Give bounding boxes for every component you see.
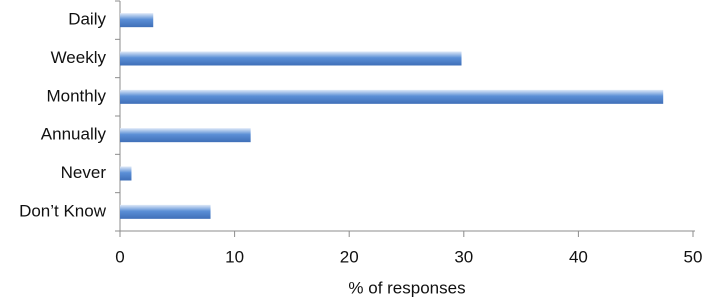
x-tick-label: 40 <box>569 247 588 266</box>
bar <box>120 128 251 143</box>
y-tick-label: Monthly <box>46 86 106 105</box>
x-tick-label: 30 <box>454 247 473 266</box>
y-tick-label: Never <box>61 163 107 182</box>
bar <box>120 51 462 66</box>
bar <box>120 204 211 219</box>
y-tick-label: Don’t Know <box>19 201 107 220</box>
y-tick-label: Weekly <box>51 48 107 67</box>
bar <box>120 166 132 181</box>
x-tick-label: 20 <box>340 247 359 266</box>
bar <box>120 13 154 28</box>
x-tick-label: 10 <box>225 247 244 266</box>
y-tick-label: Annually <box>41 125 107 144</box>
x-tick-label: 0 <box>115 247 124 266</box>
y-tick-label: Daily <box>68 10 106 29</box>
x-axis-title: % of responses <box>348 278 465 297</box>
x-tick-label: 50 <box>684 247 703 266</box>
bar <box>120 89 664 104</box>
